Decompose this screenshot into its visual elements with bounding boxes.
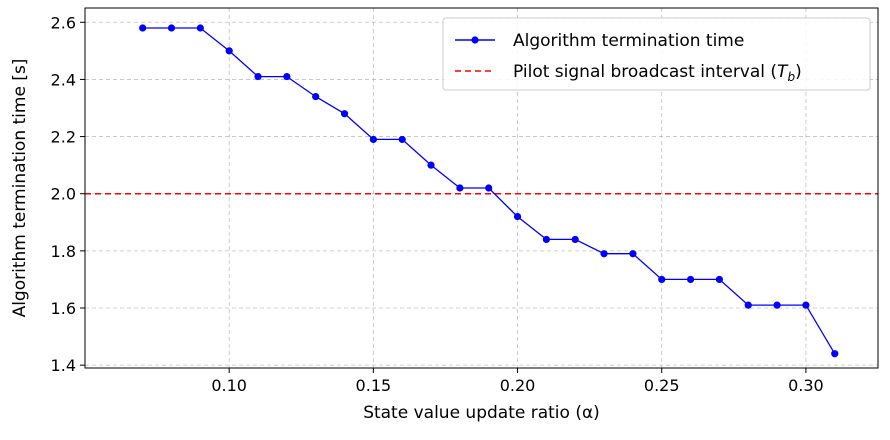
y-tick-label: 2.0: [51, 185, 76, 204]
data-point: [369, 135, 377, 144]
data-point: [831, 350, 839, 358]
data-point: [312, 92, 320, 101]
legend-reference-label: Pilot signal broadcast interval (Tb): [513, 62, 802, 84]
x-tick-label: 0.25: [644, 376, 680, 395]
data-point: [715, 275, 724, 284]
data-point: [225, 47, 233, 55]
x-axis-label: State value update ratio (α): [363, 403, 600, 423]
data-point: [658, 275, 666, 284]
data-point: [254, 72, 262, 81]
legend-reference-label-prefix: Pilot signal broadcast interval (: [513, 62, 777, 82]
y-tick-label: 2.6: [51, 13, 76, 32]
data-point: [427, 161, 435, 169]
legend-series-marker: [471, 36, 479, 44]
x-tick-label: 0.30: [788, 376, 824, 395]
x-tick-label: 0.15: [356, 376, 392, 395]
legend: Algorithm termination time Pilot signal …: [442, 17, 871, 91]
x-axis-ticks: 0.10 0.15 0.20 0.25 0.30: [211, 368, 824, 395]
data-point: [485, 184, 493, 192]
data-point: [196, 24, 204, 32]
data-point: [398, 135, 406, 144]
legend-reference-symbol: T: [777, 62, 789, 82]
y-axis-label: Algorithm termination time [s]: [10, 59, 30, 318]
legend-reference-subscript: b: [787, 70, 795, 84]
y-tick-label: 1.6: [51, 299, 76, 318]
data-point: [513, 212, 522, 221]
y-tick-label: 2.2: [51, 128, 76, 147]
plot-frame: [84, 7, 879, 369]
data-point: [773, 301, 781, 309]
data-point: [744, 301, 752, 309]
y-axis-ticks: 1.4 1.6 1.8 2.0 2.2 2.4 2.6: [51, 13, 85, 375]
data-point: [686, 275, 695, 284]
data-point: [802, 301, 810, 309]
x-tick-label: 0.10: [211, 376, 247, 395]
data-point: [167, 24, 176, 32]
data-point: [283, 72, 291, 81]
y-tick-label: 2.4: [51, 70, 76, 89]
data-point: [139, 24, 147, 32]
legend-series-label: Algorithm termination time: [513, 31, 744, 51]
data-point: [340, 110, 349, 118]
data-point: [629, 250, 637, 258]
y-tick-label: 1.8: [51, 242, 76, 261]
data-point: [456, 184, 464, 192]
data-point: [600, 250, 608, 258]
x-tick-label: 0.20: [500, 376, 536, 395]
legend-reference-label-suffix: ): [795, 62, 802, 82]
data-point: [571, 235, 579, 244]
y-tick-label: 1.4: [51, 356, 76, 375]
data-point: [542, 235, 550, 244]
series-layer: [139, 24, 839, 358]
legend-box: [442, 17, 871, 91]
